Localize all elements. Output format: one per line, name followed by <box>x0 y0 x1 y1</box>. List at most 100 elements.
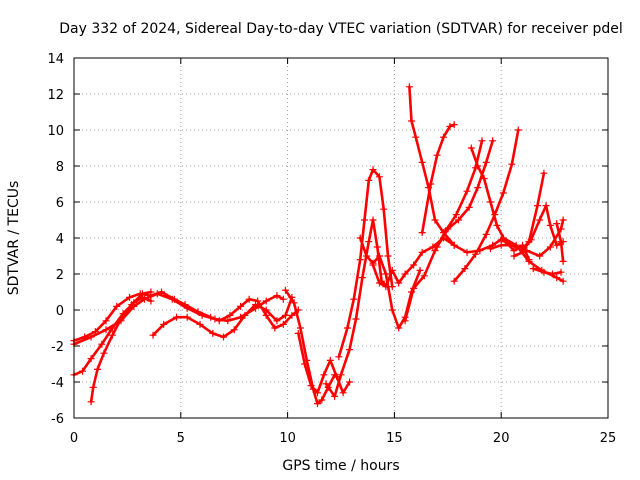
data-point <box>365 176 373 184</box>
data-point <box>360 216 368 224</box>
data-point <box>384 252 392 260</box>
data-point <box>559 216 567 224</box>
data-point <box>108 331 116 339</box>
data-point <box>149 331 157 339</box>
data-point <box>388 306 396 314</box>
series-line <box>489 171 546 251</box>
data-point <box>463 187 471 195</box>
data-point <box>420 272 428 280</box>
data-point <box>294 329 302 337</box>
data-point <box>314 400 322 408</box>
data-point <box>181 301 189 309</box>
data-point <box>346 378 354 386</box>
data-point <box>559 257 567 265</box>
data-point <box>273 317 281 325</box>
data-point <box>395 324 403 332</box>
x-tick-label: 10 <box>279 431 296 446</box>
data-point <box>224 317 232 325</box>
data-point <box>461 265 469 273</box>
data-point <box>226 311 234 319</box>
data-point <box>136 290 144 298</box>
data-point <box>318 396 326 404</box>
data-point <box>290 299 298 307</box>
data-point <box>491 211 499 219</box>
data-point <box>335 353 343 361</box>
data-point <box>497 236 505 244</box>
data-point <box>487 245 495 253</box>
series-line <box>452 128 520 283</box>
series-sat-9 <box>322 216 392 400</box>
data-point <box>128 301 136 309</box>
data-point <box>540 268 548 276</box>
data-point <box>281 311 289 319</box>
data-point <box>559 277 567 285</box>
data-point <box>433 243 441 251</box>
y-tick-label: 14 <box>47 52 64 67</box>
data-point <box>307 382 315 390</box>
data-point <box>79 367 87 375</box>
data-point <box>401 270 409 278</box>
data-point <box>478 137 486 145</box>
data-point <box>296 324 304 332</box>
data-point <box>365 238 373 246</box>
y-tick-label: 10 <box>47 124 64 139</box>
data-point <box>523 247 531 255</box>
data-point <box>331 392 339 400</box>
data-point <box>158 288 166 296</box>
data-point <box>536 252 544 260</box>
data-point <box>546 221 554 229</box>
y-tick-label: 4 <box>56 232 64 247</box>
data-point <box>489 137 497 145</box>
data-point <box>454 216 462 224</box>
data-point <box>346 346 354 354</box>
series-sat-22 <box>510 216 567 260</box>
data-point <box>113 302 121 310</box>
data-point <box>463 248 471 256</box>
data-point <box>557 268 565 276</box>
data-point <box>450 241 458 249</box>
data-point <box>194 308 202 316</box>
series-sat-12 <box>369 234 458 291</box>
data-point <box>450 277 458 285</box>
y-tick-label: -2 <box>51 340 64 355</box>
data-point <box>416 266 424 274</box>
data-point <box>356 234 364 242</box>
data-point <box>254 297 262 305</box>
data-point <box>87 355 95 363</box>
data-point <box>375 279 383 287</box>
data-point <box>102 317 110 325</box>
data-point <box>170 295 178 303</box>
data-point <box>542 202 550 210</box>
y-tick-label: 12 <box>47 88 64 103</box>
series-sat-18 <box>450 126 522 285</box>
data-point <box>375 252 383 260</box>
data-point <box>363 252 371 260</box>
data-point <box>288 311 296 319</box>
data-point <box>472 250 480 258</box>
data-point <box>553 241 561 249</box>
data-point <box>418 248 426 256</box>
data-point <box>237 302 245 310</box>
data-point <box>388 266 396 274</box>
data-point <box>529 265 537 273</box>
data-point <box>405 83 413 91</box>
data-point <box>452 211 460 219</box>
data-point <box>510 252 518 260</box>
series-sat-17 <box>433 137 497 251</box>
data-point <box>493 221 501 229</box>
data-point <box>482 158 490 166</box>
data-point <box>209 329 217 337</box>
data-point <box>499 189 507 197</box>
data-point <box>262 297 270 305</box>
data-point <box>281 286 289 294</box>
data-point <box>126 293 134 301</box>
data-point <box>271 324 279 332</box>
y-tick-label: -4 <box>51 376 64 391</box>
x-tick-label: 5 <box>177 431 185 446</box>
data-point <box>262 311 270 319</box>
data-point <box>279 295 287 303</box>
data-point <box>320 371 328 379</box>
data-point <box>81 333 89 341</box>
data-point <box>410 261 418 269</box>
